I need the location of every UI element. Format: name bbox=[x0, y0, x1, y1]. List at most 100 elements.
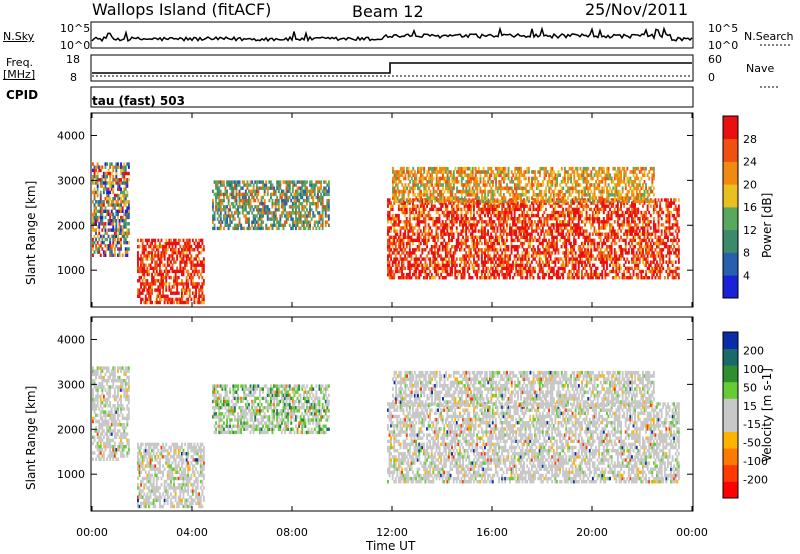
cell-power-r2 bbox=[262, 220, 264, 224]
cell-power-r2 bbox=[277, 226, 280, 231]
cell-power-r3 bbox=[408, 251, 411, 255]
cell-power-r3 bbox=[631, 276, 633, 280]
cell-power-r3 bbox=[423, 257, 425, 261]
cell-power-r1 bbox=[171, 297, 174, 302]
cell-power-r0 bbox=[109, 215, 112, 220]
cell-power-r2 bbox=[216, 226, 219, 231]
cell-power-r0 bbox=[92, 222, 94, 226]
cell-power-r3 bbox=[423, 266, 425, 271]
cell-power-r1 bbox=[184, 282, 186, 286]
cell-power-r3 bbox=[421, 248, 424, 252]
cell-power-r3 bbox=[596, 248, 599, 252]
cell-power-r3 bbox=[626, 217, 629, 221]
cell-power-r1 bbox=[146, 291, 149, 295]
cell-power-r3 bbox=[677, 254, 680, 258]
cell-power-r3 bbox=[412, 201, 414, 205]
cell-power-r2 bbox=[213, 214, 216, 218]
cell-power-r3 bbox=[640, 226, 643, 230]
cell-power-r1 bbox=[176, 282, 179, 286]
cell-power-r3 bbox=[570, 226, 572, 230]
cell-power-r2 bbox=[221, 220, 224, 224]
cell-power-r3 bbox=[454, 220, 457, 224]
cell-power-r3 bbox=[512, 266, 514, 271]
cell-power-r3 bbox=[516, 248, 519, 252]
cell-power-r3 bbox=[441, 269, 444, 274]
cell-power-r3 bbox=[421, 220, 424, 224]
cell-power-r2 bbox=[317, 223, 319, 227]
cell-power-r3 bbox=[413, 260, 416, 264]
cell-power-r0 bbox=[127, 162, 130, 166]
cell-power-r3 bbox=[426, 232, 428, 236]
cell-power-r1 bbox=[176, 254, 179, 258]
cell-power-r3 bbox=[393, 257, 396, 261]
cell-power-r3 bbox=[430, 260, 433, 264]
cell-power-r2 bbox=[301, 189, 304, 193]
cell-power-r3 bbox=[621, 238, 624, 243]
cell-power-r3 bbox=[646, 204, 649, 208]
cell-power-r0 bbox=[95, 219, 97, 223]
cell-power-r3 bbox=[415, 204, 418, 208]
cell-power-r3 bbox=[485, 207, 488, 212]
cell-power-r3 bbox=[493, 269, 496, 274]
cell-power-r2 bbox=[262, 180, 264, 184]
cell-power-r3 bbox=[631, 210, 633, 215]
cell-power-r1 bbox=[185, 275, 188, 280]
cell-power-r1 bbox=[149, 257, 152, 261]
cell-power-r3 bbox=[399, 207, 402, 212]
cell-power-r1 bbox=[155, 294, 158, 298]
cell-power-r3 bbox=[660, 223, 663, 227]
cell-power-r2 bbox=[302, 208, 305, 212]
cell-power-r3 bbox=[498, 238, 500, 243]
cell-power-r3 bbox=[534, 269, 536, 274]
cell-power-r3 bbox=[433, 254, 436, 258]
cell-power-r2 bbox=[212, 189, 214, 193]
cell-power-r4 bbox=[426, 193, 429, 197]
cell-power-r3 bbox=[590, 251, 593, 255]
cell-power-r3 bbox=[588, 235, 591, 239]
cell-power-r2 bbox=[249, 226, 252, 231]
cell-power-r4 bbox=[440, 183, 443, 187]
cell-power-r3 bbox=[646, 254, 649, 258]
cell-power-r2 bbox=[259, 202, 261, 206]
cell-power-r3 bbox=[560, 223, 563, 227]
cell-power-r3 bbox=[421, 266, 424, 271]
cell-power-r1 bbox=[199, 260, 202, 264]
cell-power-r4 bbox=[412, 189, 415, 194]
cell-power-r3 bbox=[462, 241, 464, 246]
cell-power-r3 bbox=[585, 207, 588, 212]
cell-power-r3 bbox=[521, 276, 524, 280]
cell-power-r3 bbox=[465, 223, 468, 227]
cell-power-r3 bbox=[473, 241, 475, 246]
cell-power-r0 bbox=[120, 215, 122, 220]
cell-power-r1 bbox=[199, 300, 202, 305]
cell-power-r1 bbox=[190, 266, 193, 270]
cell-power-r3 bbox=[390, 266, 392, 271]
cell-power-r4 bbox=[431, 180, 433, 184]
cell-power-r3 bbox=[449, 238, 452, 243]
cell-power-r3 bbox=[670, 210, 672, 215]
cell-power-r0 bbox=[96, 181, 99, 185]
cell-power-r3 bbox=[505, 266, 508, 271]
cell-power-r3 bbox=[537, 263, 540, 267]
cell-power-r3 bbox=[565, 238, 568, 243]
cell-power-r2 bbox=[296, 180, 299, 184]
cell-power-r2 bbox=[302, 192, 305, 197]
cell-power-r1 bbox=[188, 251, 191, 255]
cell-power-r2 bbox=[259, 211, 261, 215]
cell-power-r3 bbox=[631, 220, 633, 224]
cell-power-r3 bbox=[573, 266, 575, 271]
cell-power-r3 bbox=[627, 251, 630, 255]
cell-power-r3 bbox=[471, 229, 474, 233]
cell-power-r1 bbox=[174, 269, 177, 274]
cell-power-r3 bbox=[499, 254, 502, 258]
cell-power-r1 bbox=[190, 263, 193, 267]
cell-power-r1 bbox=[143, 282, 146, 286]
cell-power-r3 bbox=[546, 245, 549, 249]
cell-power-r3 bbox=[440, 257, 443, 261]
cell-power-r1 bbox=[154, 288, 157, 292]
cell-power-r3 bbox=[591, 223, 594, 227]
nsky-label: N.Sky bbox=[3, 30, 35, 43]
cell-power-r3 bbox=[427, 235, 430, 239]
cell-power-r1 bbox=[173, 257, 175, 261]
cell-power-r3 bbox=[505, 276, 508, 280]
